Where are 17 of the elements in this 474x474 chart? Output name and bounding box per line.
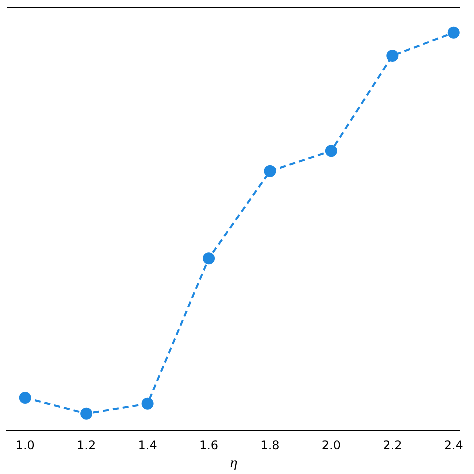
- point: [264, 165, 276, 178]
- x-tick-label: 1.4: [138, 438, 158, 452]
- point: [203, 252, 216, 265]
- x-tick-label: 1.6: [199, 438, 219, 452]
- point: [386, 50, 399, 62]
- x-tick-label: 1.0: [16, 438, 35, 452]
- point: [325, 145, 338, 158]
- point: [142, 398, 154, 410]
- x-tick-label: 2.2: [383, 438, 402, 452]
- x-tick-label: 2.0: [322, 438, 341, 452]
- x-tick-label: 2.4: [444, 438, 464, 452]
- point: [80, 408, 93, 420]
- x-tick-label: 1.2: [77, 438, 96, 452]
- x-tick-label: 1.8: [260, 438, 280, 452]
- point: [448, 26, 460, 39]
- point: [19, 392, 32, 404]
- x-axis-title: η: [230, 456, 238, 472]
